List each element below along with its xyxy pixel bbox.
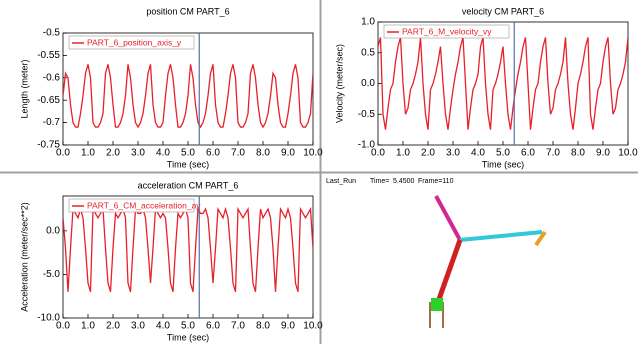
x-tick-label: 2.0: [421, 148, 435, 159]
time-value: 5.4500: [393, 178, 415, 185]
y-tick-label: -0.5: [358, 109, 376, 120]
x-tick-label: 3.0: [131, 148, 145, 159]
x-tick-label: 7.0: [231, 321, 245, 332]
y-tick-label: -5.0: [43, 269, 61, 280]
x-tick-label: 10.0: [618, 148, 638, 159]
x-tick-label: 3.0: [131, 321, 145, 332]
y-tick-label: 1.0: [361, 17, 375, 28]
chart-title: position CM PART_6: [146, 6, 229, 16]
x-tick-label: 4.0: [471, 148, 485, 159]
x-tick-label: 2.0: [106, 321, 120, 332]
x-tick-label: 8.0: [256, 321, 270, 332]
x-tick-label: 8.0: [571, 148, 585, 159]
y-tick-label: 0.5: [361, 47, 375, 58]
y-axis-label: Length (meter): [19, 59, 29, 118]
body-green: [431, 298, 443, 311]
x-tick-label: 9.0: [281, 148, 295, 159]
x-tick-label: 10.0: [303, 321, 323, 332]
time-label: Time=: [370, 178, 389, 185]
y-tick-label: -0.7: [43, 117, 61, 128]
x-tick-label: 5.0: [181, 148, 195, 159]
chart-title: acceleration CM PART_6: [138, 180, 239, 190]
x-tick-label: 4.0: [156, 148, 170, 159]
x-tick-label: 10.0: [303, 148, 323, 159]
legend-label: PART_6_position_axis_y: [87, 37, 182, 47]
x-axis-label: Time (sec): [167, 159, 209, 169]
x-axis-label: Time (sec): [167, 332, 209, 342]
x-tick-label: 8.0: [256, 148, 270, 159]
x-tick-label: 7.0: [231, 148, 245, 159]
x-tick-label: 1.0: [396, 148, 410, 159]
x-tick-label: 3.0: [446, 148, 460, 159]
legend-label: PART_6_CM_acceleration_ay: [87, 200, 201, 210]
y-tick-label: -0.5: [43, 28, 61, 39]
x-tick-label: 9.0: [281, 321, 295, 332]
workspace: Last_Run Time= 5.4500 Frame=110 position…: [0, 0, 638, 344]
legend-label: PART_6_M_velocity_vy: [402, 26, 492, 36]
x-axis-label: Time (sec): [482, 159, 524, 169]
y-tick-label: -0.75: [37, 140, 60, 151]
chart-title: velocity CM PART_6: [462, 6, 544, 16]
x-tick-label: 4.0: [156, 321, 170, 332]
y-axis-label: Velocity (meter/sec): [334, 44, 344, 123]
y-tick-label: -0.6: [43, 72, 61, 83]
x-tick-label: 5.0: [181, 321, 195, 332]
frame-label: Frame=110: [418, 178, 454, 185]
y-tick-label: 0.0: [361, 78, 375, 89]
x-tick-label: 9.0: [596, 148, 610, 159]
y-tick-label: -0.55: [37, 50, 60, 61]
y-tick-label: 0.0: [46, 225, 60, 236]
x-tick-label: 2.0: [106, 148, 120, 159]
x-tick-label: 5.0: [496, 148, 510, 159]
y-tick-label: -10.0: [37, 313, 60, 324]
y-tick-label: -0.65: [37, 95, 60, 106]
y-axis-label: Acceleration (meter/sec**2): [19, 202, 29, 312]
y-tick-label: -1.0: [358, 140, 376, 151]
x-tick-label: 1.0: [81, 148, 95, 159]
x-tick-label: 6.0: [521, 148, 535, 159]
x-tick-label: 7.0: [546, 148, 560, 159]
x-tick-label: 6.0: [206, 148, 220, 159]
run-name: Last_Run: [326, 178, 356, 185]
x-tick-label: 1.0: [81, 321, 95, 332]
x-tick-label: 6.0: [206, 321, 220, 332]
post-processor: Last_Run Time= 5.4500 Frame=110 position…: [0, 0, 638, 344]
